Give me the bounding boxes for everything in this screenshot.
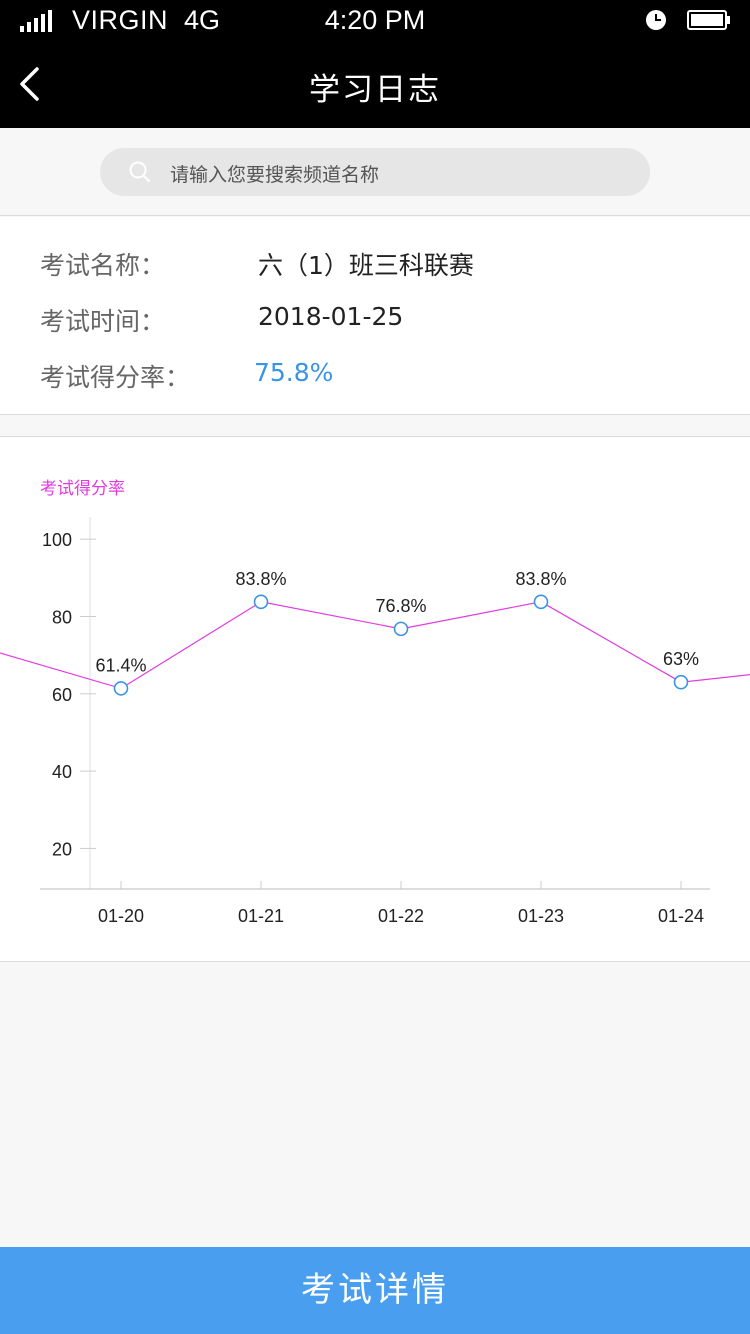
y-tick-label: 100 [42,530,72,550]
data-label: 61.4% [95,655,146,675]
score-rate-chart: 考试得分率 20 40 60 80 100 01-20 01-21 01-22 01-23 01-2… [0,479,750,926]
exam-time-label: 考试时间： [40,307,166,336]
x-tick-label: 01-23 [518,906,564,926]
exam-rate-value: 75.8% [254,358,334,387]
data-point [533,594,549,610]
data-label: 83.8% [515,569,566,589]
chart-title: 考试得分率 [40,479,125,499]
exam-rate-label: 考试得分率： [40,363,191,392]
search-placeholder: 请输入您要搜索频道名称 [170,164,380,186]
data-label: 76.8% [375,596,426,616]
y-tick-label: 20 [52,839,72,859]
page-title: 学习日志 [309,72,441,108]
score-rate-chart-card: 考试得分率 20 40 60 80 100 01-20 01-21 01-22 01-23 01-2… [0,436,750,962]
data-point [113,681,129,696]
chevron-left-icon [20,67,39,101]
exam-details-button[interactable]: 考试详情 [0,1247,750,1334]
exam-time-row: 考试时间： 2018-01-25 [0,298,750,338]
y-tick-label: 80 [52,607,72,627]
y-tick-label: 60 [52,685,72,705]
x-tick-label: 01-20 [98,906,144,926]
search-input[interactable]: 请输入您要搜索频道名称 [100,148,650,196]
network-type: 4G [184,5,221,35]
data-label: 63% [663,649,699,669]
search-area: 请输入您要搜索频道名称 [0,128,750,216]
exam-name-label: 考试名称： [40,251,166,280]
search-icon [129,161,150,182]
exam-info-card: 考试名称： 六（1）班三科联赛 考试时间： 2018-01-25 考试得分率： … [0,217,750,415]
x-tick-label: 01-24 [658,906,704,926]
carrier-name: VIRGIN [72,5,169,35]
x-tick-label: 01-21 [238,906,284,926]
exam-rate-row: 考试得分率： 75.8% [0,354,750,394]
alarm-icon [646,10,666,30]
data-point [673,674,689,690]
signal-icon [20,10,52,32]
back-button[interactable] [10,58,58,110]
status-time: 4:20 PM [324,5,426,35]
x-tick-label: 01-22 [378,906,424,926]
exam-name-value: 六（1）班三科联赛 [258,251,474,280]
battery-icon [687,10,730,30]
status-bar: VIRGIN 4G 4:20 PM [0,0,750,42]
data-label: 83.8% [235,569,286,589]
nav-bar: 学习日志 [0,42,750,128]
exam-name-row: 考试名称： 六（1）班三科联赛 [0,242,750,282]
data-point [253,594,269,610]
y-tick-label: 40 [52,762,72,782]
exam-time-value: 2018-01-25 [258,302,404,331]
data-point [393,621,409,637]
